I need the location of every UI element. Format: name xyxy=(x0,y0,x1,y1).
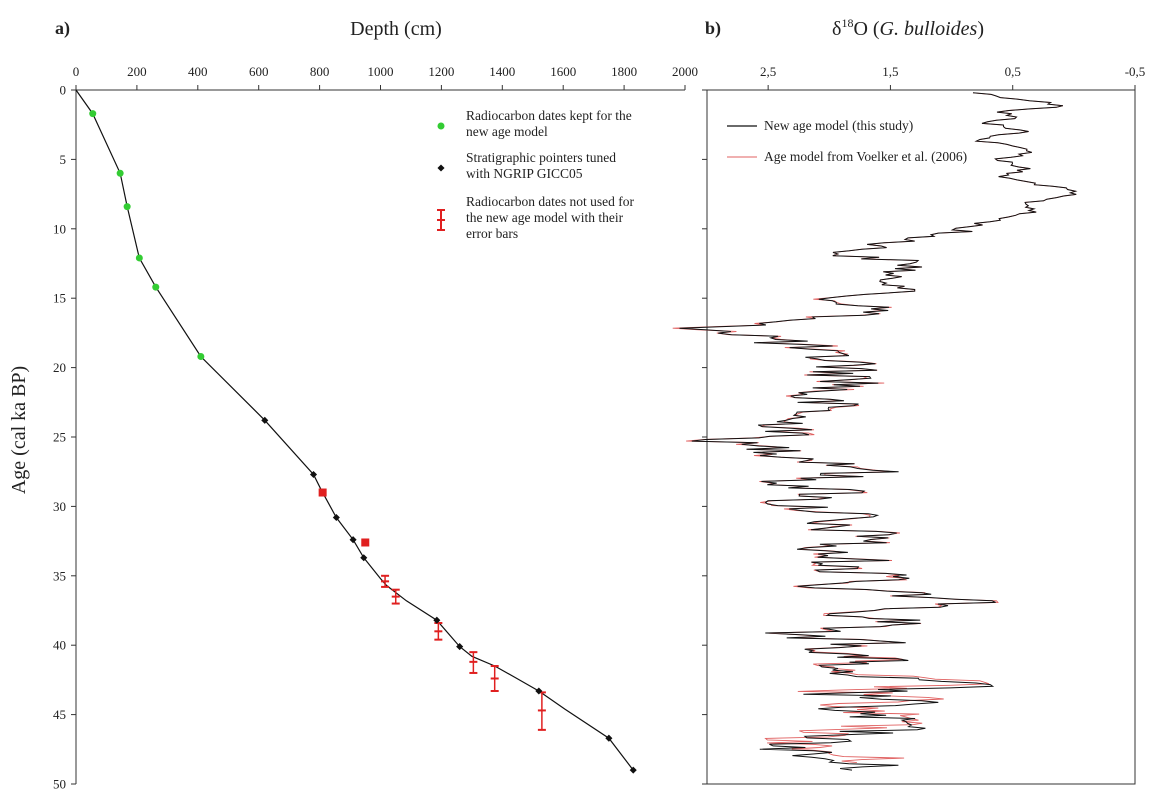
a-ytick-label: 40 xyxy=(53,638,66,653)
legend-kept-label: Radiocarbon dates kept for the new age m… xyxy=(466,108,635,139)
radiocarbon-kept-point xyxy=(116,169,124,177)
a-ytick-label: 30 xyxy=(53,499,66,514)
stratigraphic-pointer xyxy=(456,643,464,651)
panel-a-label: a) xyxy=(55,18,70,39)
a-xtick-label: 2000 xyxy=(672,64,698,79)
age-model-line xyxy=(75,89,634,771)
a-xtick-label: 0 xyxy=(73,64,80,79)
radiocarbon-not-used-point xyxy=(318,488,327,497)
a-ytick-label: 45 xyxy=(53,707,66,722)
panel-b-legend: New age model (this study) Age model fro… xyxy=(727,118,967,164)
legend-kept-line-2: new age model xyxy=(466,124,548,139)
radiocarbon-not-used-point xyxy=(537,691,546,731)
a-xtick-label: 1400 xyxy=(489,64,515,79)
stratigraphic-pointer xyxy=(349,536,357,544)
title-sup: 18 xyxy=(841,16,853,30)
radiocarbon-not-used-point xyxy=(361,538,370,547)
stratigraphic-pointer xyxy=(433,616,441,624)
stratigraphic-pointer xyxy=(261,416,269,424)
radiocarbon-not-used-point xyxy=(434,621,443,641)
a-ytick-label: 20 xyxy=(53,360,66,375)
legend-voelker-label: Age model from Voelker et al. (2006) xyxy=(764,149,967,164)
b-xtick-label: 2,5 xyxy=(760,64,776,79)
series-voelker-line xyxy=(672,92,1078,764)
stratigraphic-pointer xyxy=(605,734,613,742)
panel-a-x-axis-title: Depth (cm) xyxy=(350,18,442,40)
stratigraphic-pointer xyxy=(360,554,368,562)
a-ytick-label: 50 xyxy=(53,777,66,790)
panel-a-x-ticks: 0 200 400 600 800 1000 1200 1400 1600 1800 2000 xyxy=(73,64,698,90)
panel-a-y-ticks: 0 5 10 15 20 25 30 35 40 45 50 xyxy=(53,83,76,792)
panel-b-y-ticks xyxy=(702,89,707,785)
legend-notused-line-1: Radiocarbon dates not used for xyxy=(466,194,634,209)
panel-b-label: b) xyxy=(705,18,721,39)
a-xtick-label: 200 xyxy=(127,64,147,79)
stratigraphic-pointer xyxy=(332,513,340,522)
a-ytick-label: 10 xyxy=(53,221,66,236)
legend-pointer-marker xyxy=(437,164,445,172)
radiocarbon-not-used-point xyxy=(490,665,499,693)
a-xtick-label: 1600 xyxy=(550,64,576,79)
panel-b-plot-area xyxy=(672,92,1078,771)
series-new-model-line xyxy=(679,92,1078,771)
legend-notused-line-3: error bars xyxy=(466,226,518,241)
title-base: O ( xyxy=(853,18,879,40)
stratigraphic-pointer xyxy=(535,687,543,695)
legend-notused-label: Radiocarbon dates not used for the new a… xyxy=(466,194,637,241)
a-xtick-label: 800 xyxy=(310,64,330,79)
legend-pointer-line-1: Stratigraphic pointers tuned xyxy=(466,150,616,165)
stratigraphic-pointer xyxy=(629,766,637,774)
legend-pointer-label: Stratigraphic pointers tuned with NGRIP … xyxy=(466,150,619,181)
legend-notused-marker xyxy=(437,209,445,231)
panel-a-y-axis-title: Age (cal ka BP) xyxy=(8,366,30,494)
legend-new-model-label: New age model (this study) xyxy=(764,118,913,133)
radiocarbon-not-used-marker xyxy=(318,488,327,497)
radiocarbon-kept-point xyxy=(89,110,97,118)
a-xtick-label: 600 xyxy=(249,64,269,79)
a-xtick-label: 1800 xyxy=(611,64,637,79)
b-xtick-label: 0,5 xyxy=(1005,64,1021,79)
radiocarbon-kept-point xyxy=(152,283,160,291)
legend-pointer-line-2: with NGRIP GICC05 xyxy=(466,166,583,181)
radiocarbon-not-used-marker xyxy=(361,538,370,547)
radiocarbon-not-used-point xyxy=(391,588,400,605)
legend-kept-line-1: Radiocarbon dates kept for the xyxy=(466,108,632,123)
panel-a-legend: Radiocarbon dates kept for the new age m… xyxy=(437,108,637,241)
radiocarbon-kept-point xyxy=(123,203,131,211)
title-delta: δ xyxy=(832,18,841,40)
a-ytick-label: 15 xyxy=(53,291,66,306)
a-xtick-label: 400 xyxy=(188,64,208,79)
legend-kept-marker xyxy=(437,122,445,130)
a-ytick-label: 25 xyxy=(53,430,66,445)
legend-notused-line-2: the new age model with their xyxy=(466,210,624,225)
radiocarbon-not-used-point xyxy=(381,574,390,588)
title-close: ) xyxy=(977,18,984,40)
stratigraphic-pointer xyxy=(309,470,318,479)
a-ytick-label: 0 xyxy=(60,83,67,98)
title-species: G. bulloides xyxy=(880,18,978,40)
panel-a: a) Depth (cm) Age (cal ka BP) 0 200 400 600… xyxy=(8,18,698,792)
panel-a-plot-area xyxy=(75,89,637,774)
radiocarbon-not-used-point xyxy=(469,651,478,674)
b-xtick-label: -0,5 xyxy=(1125,64,1146,79)
radiocarbon-kept-point xyxy=(197,352,205,360)
b-xtick-label: 1,5 xyxy=(882,64,898,79)
panel-b: b) δ18O (G. bulloides) 2,5 1,5 0,5 -0,5 New… xyxy=(672,16,1145,785)
panel-b-x-axis-title: δ18O (G. bulloides) xyxy=(832,16,984,40)
a-xtick-label: 1000 xyxy=(368,64,394,79)
radiocarbon-kept-point xyxy=(135,254,143,262)
a-ytick-label: 5 xyxy=(60,152,67,167)
panel-b-x-ticks: 2,5 1,5 0,5 -0,5 xyxy=(760,64,1145,90)
a-ytick-label: 35 xyxy=(53,568,66,583)
a-xtick-label: 1200 xyxy=(428,64,454,79)
